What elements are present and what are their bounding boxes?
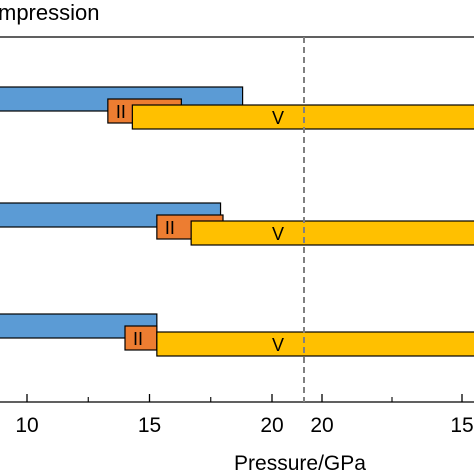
bar-label-orange-row-1: II <box>116 102 126 122</box>
bar-label-orange-row-2: II <box>165 218 175 238</box>
bar-label-yellow-row-1: V <box>272 108 284 128</box>
bar-label-yellow-row-3: V <box>272 335 284 355</box>
tick-label-p1-1: 15 <box>138 414 161 437</box>
bar-yellow-row-3 <box>156 331 474 357</box>
x-axis: 10 15 20 20 15 <box>15 394 474 437</box>
bar-yellow-row-2 <box>190 220 474 246</box>
bar-label-yellow-row-2: V <box>272 224 284 244</box>
tick-label-p2-1: 15 <box>450 414 473 437</box>
x-axis-label: Pressure/GPa <box>234 452 366 474</box>
bars-layer: II V II V II V <box>0 86 474 357</box>
bar-label-orange-row-3: II <box>133 329 143 349</box>
tick-label-p2-0: 20 <box>310 414 333 437</box>
chart-title: mpression <box>0 0 99 25</box>
tick-label-p1-0: 10 <box>15 414 38 437</box>
tick-label-p1-2: 20 <box>260 414 283 437</box>
